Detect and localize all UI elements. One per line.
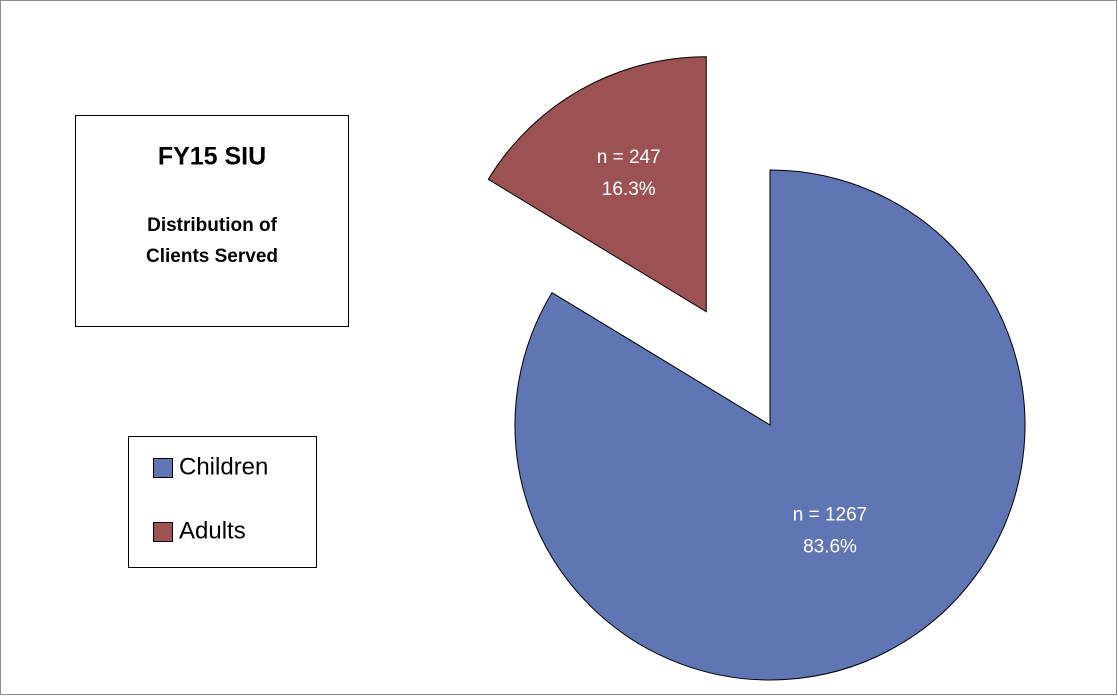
title-box: FY15 SIU Distribution of Clients Served <box>75 115 349 327</box>
pie-slice <box>487 56 707 313</box>
legend-swatch <box>153 522 173 542</box>
chart-title: FY15 SIU <box>158 143 266 171</box>
chart-subtitle: Clients Served <box>146 246 278 267</box>
legend-label: Adults <box>179 517 246 544</box>
chart-subtitle: Distribution of <box>147 215 277 236</box>
title-frame <box>75 115 349 327</box>
slice-percent: 83.6% <box>803 537 857 558</box>
slice-label: n = 247 <box>597 147 661 168</box>
slice-label: n = 1267 <box>793 505 868 526</box>
legend-label: Children <box>179 453 268 480</box>
slice-percent: 16.3% <box>602 179 656 200</box>
pie-slice <box>514 169 1026 681</box>
legend-swatch <box>153 458 173 478</box>
